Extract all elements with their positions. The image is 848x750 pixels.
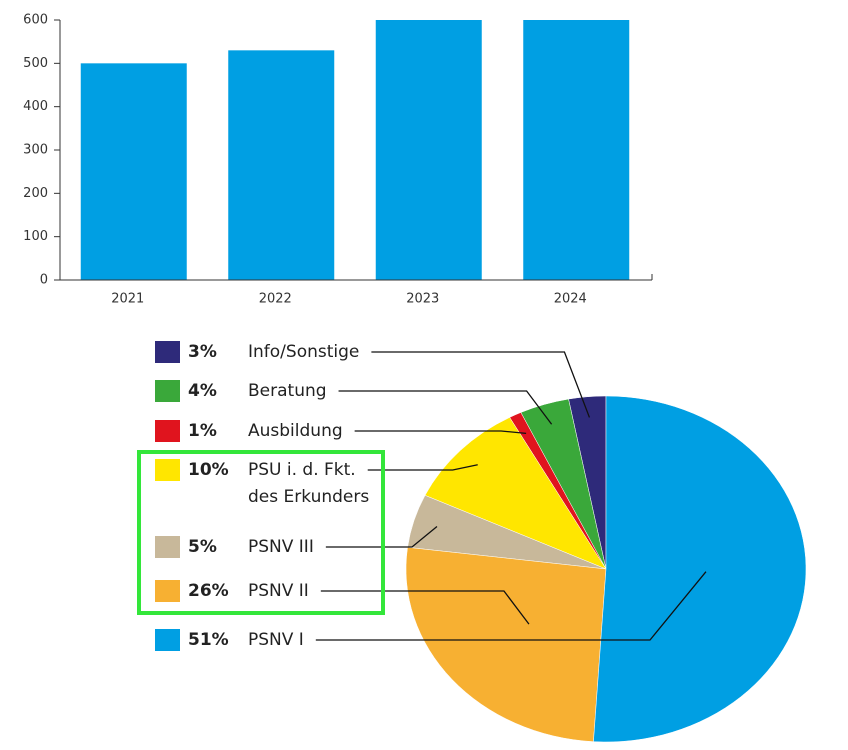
legend-swatch [155, 536, 180, 558]
value-label: 4% [188, 381, 217, 401]
value-label: 5% [188, 537, 217, 557]
legend-label: PSNV II [248, 581, 309, 601]
leader-line [354, 430, 527, 435]
x-tick-label: 2023 [406, 292, 439, 307]
legend-label: PSNV III [248, 537, 314, 557]
legend-swatch [155, 380, 180, 402]
x-tick-label: 2022 [259, 292, 292, 307]
legend-swatch [155, 629, 180, 651]
legend-label: Info/Sonstige [248, 342, 359, 362]
legend-label: PSU i. d. Fkt. des Erkunders [248, 460, 369, 507]
legend-label: Ausbildung [248, 421, 343, 441]
leader-line [338, 390, 553, 425]
y-tick-label: 400 [23, 99, 48, 114]
bar [523, 20, 630, 280]
value-label: 10% [188, 460, 229, 480]
y-tick-label: 300 [23, 143, 48, 158]
legend-label: Beratung [248, 381, 327, 401]
leader-line [371, 351, 591, 418]
x-tick-label: 2021 [111, 292, 144, 307]
value-label: 1% [188, 421, 217, 441]
y-tick-label: 200 [23, 186, 48, 201]
legend-swatch [155, 580, 180, 602]
pie-slice [593, 395, 807, 743]
pie-slice [424, 417, 607, 570]
bar [80, 63, 187, 281]
value-label: 3% [188, 342, 217, 362]
y-tick-label: 0 [40, 273, 48, 288]
pie-slice [405, 547, 607, 742]
leader-line [315, 571, 707, 641]
value-label: 26% [188, 581, 229, 601]
bar [228, 50, 335, 281]
legend-label: PSNV I [248, 630, 304, 650]
y-tick-label: 600 [23, 13, 48, 28]
bar [375, 20, 482, 280]
legend-swatch [155, 459, 180, 481]
x-tick-label: 2024 [554, 292, 587, 307]
leader-line [325, 526, 438, 548]
legend-swatch [155, 341, 180, 363]
highlight-box [137, 450, 385, 615]
y-tick-label: 500 [23, 56, 48, 71]
value-label: 51% [188, 630, 229, 650]
leader-line [367, 464, 478, 471]
y-tick-label: 100 [23, 229, 48, 244]
legend-swatch [155, 420, 180, 442]
